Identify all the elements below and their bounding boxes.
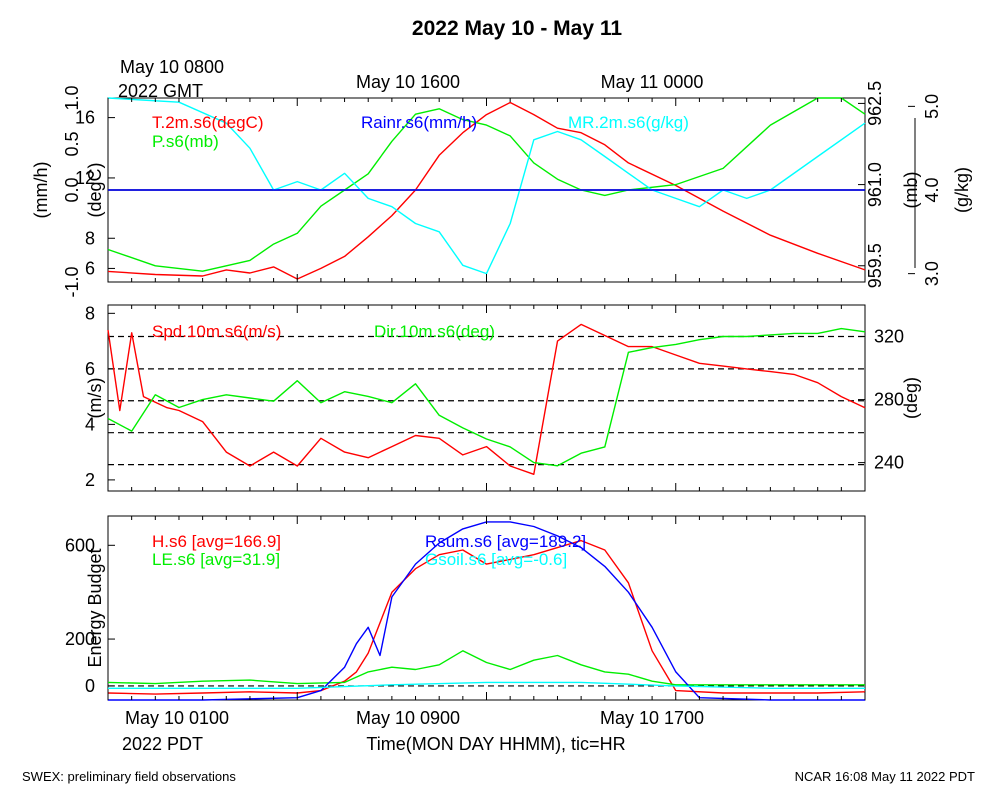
mr-tick-label: 4.0 [922, 177, 942, 202]
legend-spd: Spd.10m.s6(m/s) [152, 322, 281, 341]
dir-tick-label: 240 [874, 453, 904, 473]
speed-axis-label: (m/s) [85, 378, 105, 419]
temp-tick-label: 6 [85, 258, 95, 278]
temp-tick-label: 8 [85, 228, 95, 248]
mr-tick-label: 5.0 [922, 94, 942, 119]
time-axis-ticks [107, 98, 866, 700]
rain-axis-label: (mm/h) [31, 162, 51, 219]
legend-rainr: Rainr.s6(mm/h) [361, 113, 477, 132]
top-panel: 1.0 0.5 0.0 -1.0 16 12 8 6 962.5 961.0 959.5 5.0 4.0… [62, 81, 942, 298]
dir-tick-label: 280 [874, 390, 904, 410]
legend-mr: MR.2m.s6(g/kg) [568, 113, 689, 132]
series-line-spd [107, 323, 866, 475]
bottom-panel: 600 200 0 H.s6 [avg=166.9]LE.s6 [avg=31.9] R… [65, 521, 866, 701]
pdt-tick-label-3: May 10 1700 [600, 708, 704, 728]
legend-dir: Dir.10m.s6(deg) [374, 322, 495, 341]
pres-axis-label: (mb) [901, 172, 921, 209]
spd-tick-label: 8 [85, 303, 95, 323]
direction-axis-label: (deg) [901, 377, 921, 419]
legend-le: LE.s6 [avg=31.9] [152, 550, 280, 569]
rain-tick-label: -1.0 [62, 266, 82, 297]
energy-axis-label: Energy Budget [85, 548, 105, 667]
series-line-t [107, 101, 866, 280]
chart-title: 2022 May 10 - May 11 [412, 17, 622, 40]
gmt-tick-label-2: May 11 0000 [601, 72, 704, 92]
mr-axis-label: (g/kg) [952, 167, 972, 213]
footer-left: SWEX: preliminary field observations [22, 769, 236, 784]
series-line-mr [107, 97, 866, 275]
series-line-gsoil [108, 681, 865, 689]
middle-panel: 8 6 4 2 320 280 240 Spd.10m.s6(m/s) Dir.10m.s6(d… [85, 303, 904, 490]
series-line-p [107, 97, 866, 272]
gmt-start-label-line1: May 10 0800 [120, 57, 224, 77]
temp-tick-label: 12 [75, 168, 95, 188]
pdt-tick-label-2: May 10 0900 [356, 708, 460, 728]
pres-tick-label: 961.0 [865, 162, 885, 207]
pdt-tick-label-1: May 10 0100 [125, 708, 229, 728]
temp-axis-label: (degC) [85, 162, 105, 217]
series-line-le [107, 650, 865, 686]
spd-tick-label: 6 [85, 359, 95, 379]
series-line-dir [107, 327, 866, 467]
spd-tick-label: 2 [85, 470, 95, 490]
rain-tick-label: 0.0 [62, 177, 82, 202]
pres-tick-label: 962.5 [865, 81, 885, 126]
footer-right: NCAR 16:08 May 11 2022 PDT [795, 769, 975, 784]
energy-tick-label: 200 [65, 629, 95, 649]
legend-rsum: Rsum.s6 [avg=189.2] [425, 532, 586, 551]
pres-tick-label: 959.5 [865, 243, 885, 288]
gmt-tick-label-1: May 10 1600 [356, 72, 460, 92]
rain-tick-label: 0.5 [62, 131, 82, 156]
energy-tick-label: 600 [65, 535, 95, 555]
temp-tick-label: 16 [75, 108, 95, 128]
legend-h: H.s6 [avg=166.9] [152, 532, 281, 551]
legend-t: T.2m.s6(degC) [152, 113, 263, 132]
gmt-start-label-line2: 2022 GMT [118, 81, 203, 101]
series-line-rsum [108, 521, 865, 701]
dir-tick-label: 320 [874, 327, 904, 347]
rain-tick-label: 1.0 [62, 85, 82, 110]
spd-tick-label: 4 [85, 414, 95, 434]
energy-tick-label: 0 [85, 676, 95, 696]
mr-tick-label: 3.0 [922, 261, 942, 286]
pdt-year-label: 2022 PDT [122, 734, 203, 754]
legend-gsoil: Gsoil.s6 [avg=-0.6] [425, 550, 567, 569]
legend-p: P.s6(mb) [152, 132, 219, 151]
x-axis-title: Time(MON DAY HHMM), tic=HR [366, 734, 625, 754]
